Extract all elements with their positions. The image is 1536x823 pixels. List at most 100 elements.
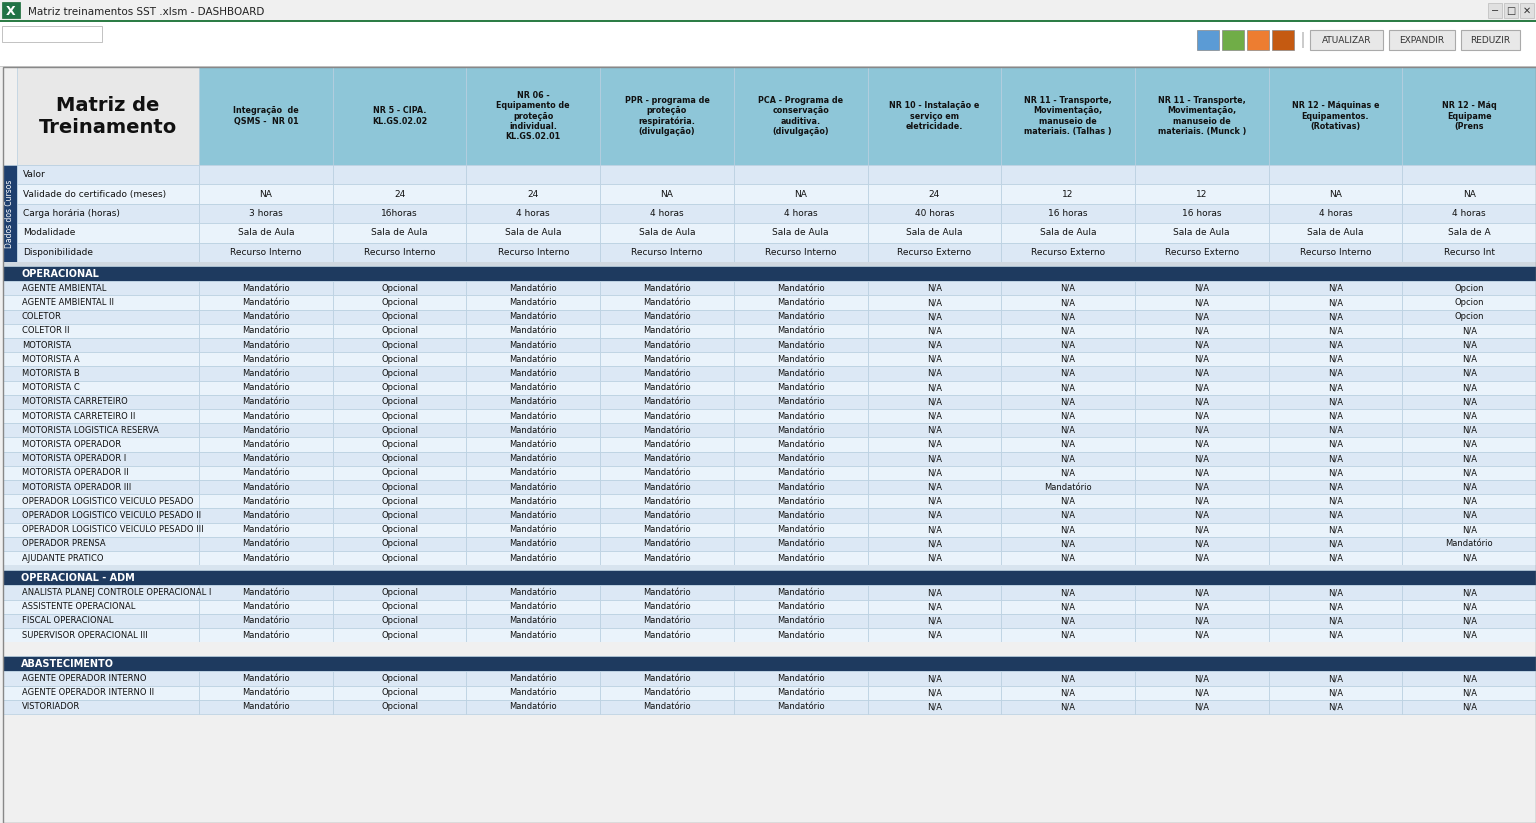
Text: Mandatório: Mandatório bbox=[510, 412, 558, 421]
Text: Opcional: Opcional bbox=[381, 602, 418, 611]
Text: N/A: N/A bbox=[1329, 298, 1342, 307]
Text: 4 horas: 4 horas bbox=[1318, 209, 1352, 218]
Text: N/A: N/A bbox=[1329, 425, 1342, 435]
Text: Mandatório: Mandatório bbox=[510, 630, 558, 639]
Bar bbox=[1402, 323, 1536, 338]
Bar bbox=[1135, 466, 1269, 480]
Bar bbox=[1488, 3, 1502, 18]
Text: Mandatório: Mandatório bbox=[243, 525, 290, 534]
Bar bbox=[601, 223, 734, 243]
Bar bbox=[868, 537, 1001, 551]
Text: N/A: N/A bbox=[1195, 341, 1209, 350]
Bar bbox=[467, 309, 601, 323]
Text: 3 horas: 3 horas bbox=[249, 209, 283, 218]
Bar bbox=[3, 585, 200, 600]
Text: Mandatório: Mandatório bbox=[644, 384, 691, 393]
Bar bbox=[467, 614, 601, 628]
Bar bbox=[333, 672, 467, 686]
Text: N/A: N/A bbox=[1462, 398, 1476, 407]
Text: Mandatório: Mandatório bbox=[510, 369, 558, 378]
Text: Opcional: Opcional bbox=[381, 355, 418, 364]
Text: N/A: N/A bbox=[1195, 482, 1209, 491]
Text: Mandatório: Mandatório bbox=[510, 497, 558, 506]
Text: N/A: N/A bbox=[1329, 284, 1342, 293]
Bar bbox=[1135, 409, 1269, 423]
Bar bbox=[1135, 452, 1269, 466]
Text: Recurso Interno: Recurso Interno bbox=[1299, 248, 1372, 257]
Text: Sala de Aula: Sala de Aula bbox=[1307, 229, 1364, 237]
Bar bbox=[467, 700, 601, 714]
Bar bbox=[1247, 30, 1269, 50]
Text: Dados dos Cursos: Dados dos Cursos bbox=[6, 179, 14, 248]
Bar bbox=[1001, 614, 1135, 628]
Text: Mandatório: Mandatório bbox=[777, 284, 825, 293]
Bar bbox=[1269, 338, 1402, 352]
Bar bbox=[200, 452, 333, 466]
Text: Mandatório: Mandatório bbox=[777, 369, 825, 378]
Bar bbox=[17, 67, 200, 165]
Bar bbox=[868, 309, 1001, 323]
Text: PPR - programa de
proteção
respiratória.
(divulgação): PPR - programa de proteção respiratória.… bbox=[625, 95, 710, 137]
Text: N/A: N/A bbox=[1195, 539, 1209, 548]
Bar bbox=[333, 366, 467, 380]
Text: N/A: N/A bbox=[1329, 616, 1342, 625]
Text: Mandatório: Mandatório bbox=[243, 497, 290, 506]
Bar bbox=[1001, 466, 1135, 480]
Text: ASSISTENTE OPERACIONAL: ASSISTENTE OPERACIONAL bbox=[22, 602, 135, 611]
Bar bbox=[734, 686, 868, 700]
Text: Mandatório: Mandatório bbox=[644, 539, 691, 548]
Bar bbox=[601, 600, 734, 614]
Text: Sala de Aula: Sala de Aula bbox=[639, 229, 696, 237]
Text: N/A: N/A bbox=[1329, 602, 1342, 611]
Bar bbox=[1001, 600, 1135, 614]
Bar bbox=[1135, 366, 1269, 380]
Text: Mandatório: Mandatório bbox=[777, 588, 825, 597]
Bar bbox=[333, 338, 467, 352]
Text: N/A: N/A bbox=[1462, 454, 1476, 463]
Bar bbox=[734, 480, 868, 494]
Bar bbox=[734, 466, 868, 480]
Bar bbox=[1269, 585, 1402, 600]
Bar bbox=[1269, 395, 1402, 409]
Bar bbox=[467, 437, 601, 452]
Bar bbox=[1402, 184, 1536, 204]
Text: N/A: N/A bbox=[1060, 468, 1075, 477]
Text: Mandatório: Mandatório bbox=[644, 369, 691, 378]
Bar bbox=[1521, 3, 1534, 18]
Bar bbox=[1402, 509, 1536, 523]
Bar bbox=[601, 437, 734, 452]
Bar bbox=[1001, 628, 1135, 642]
Text: Recurso Interno: Recurso Interno bbox=[631, 248, 702, 257]
Text: N/A: N/A bbox=[926, 497, 942, 506]
Bar bbox=[1269, 67, 1402, 165]
Text: MOTORISTA OPERADOR III: MOTORISTA OPERADOR III bbox=[22, 482, 131, 491]
Text: Mandatório: Mandatório bbox=[510, 284, 558, 293]
Text: N/A: N/A bbox=[1195, 525, 1209, 534]
Bar bbox=[200, 309, 333, 323]
Text: Mandatório: Mandatório bbox=[644, 412, 691, 421]
Bar bbox=[3, 338, 200, 352]
Bar bbox=[200, 395, 333, 409]
Text: NA: NA bbox=[660, 189, 673, 198]
Bar bbox=[601, 585, 734, 600]
Text: N/A: N/A bbox=[1060, 355, 1075, 364]
Bar bbox=[868, 480, 1001, 494]
Bar bbox=[601, 537, 734, 551]
Bar bbox=[1402, 223, 1536, 243]
Text: N/A: N/A bbox=[1195, 497, 1209, 506]
Text: MOTORISTA C: MOTORISTA C bbox=[22, 384, 80, 393]
Text: Mandatório: Mandatório bbox=[243, 384, 290, 393]
Bar bbox=[200, 352, 333, 366]
Text: N/A: N/A bbox=[1462, 702, 1476, 711]
Text: Opcional: Opcional bbox=[381, 630, 418, 639]
Text: MOTORISTA OPERADOR I: MOTORISTA OPERADOR I bbox=[22, 454, 126, 463]
Bar bbox=[868, 523, 1001, 537]
Text: Sala de Aula: Sala de Aula bbox=[1174, 229, 1230, 237]
Text: N/A: N/A bbox=[1195, 588, 1209, 597]
Text: Mandatório: Mandatório bbox=[777, 312, 825, 321]
Text: MOTORISTA: MOTORISTA bbox=[22, 341, 71, 350]
Bar bbox=[1135, 243, 1269, 262]
Bar bbox=[1135, 509, 1269, 523]
Text: Opcional: Opcional bbox=[381, 284, 418, 293]
Text: MOTORISTA B: MOTORISTA B bbox=[22, 369, 80, 378]
